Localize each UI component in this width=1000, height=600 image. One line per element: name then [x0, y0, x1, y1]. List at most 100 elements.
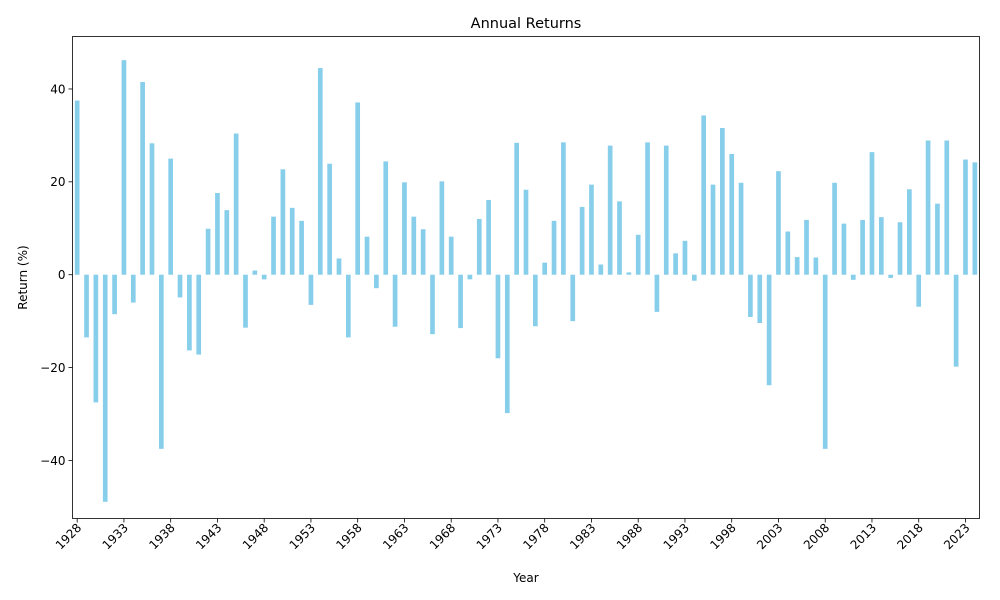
bar-1992	[673, 253, 678, 275]
bar-1996	[710, 184, 716, 275]
bar-2010	[841, 223, 847, 275]
bar-2021	[944, 140, 950, 275]
bar-1943	[215, 192, 220, 275]
bar-2003	[776, 171, 781, 275]
bar-1950	[280, 169, 286, 275]
bar-1934	[130, 274, 136, 303]
bar-1986	[617, 201, 622, 275]
bar-1931	[102, 274, 108, 502]
y-axis-label: Return (%)	[16, 245, 30, 309]
plot-frame	[72, 36, 980, 519]
bar-1983	[589, 184, 594, 275]
bar-2000	[748, 274, 753, 317]
bar-1973	[495, 274, 501, 359]
x-tick-label: 1988	[614, 521, 645, 552]
bar-1963	[402, 182, 407, 275]
bar-2006	[804, 219, 809, 275]
bar-2024	[972, 162, 978, 275]
x-tick-label: 1973	[474, 521, 505, 552]
bar-1998	[729, 153, 735, 275]
bar-1989	[645, 142, 650, 275]
bar-2004	[785, 231, 791, 275]
bar-1929	[84, 274, 89, 338]
bar-1971	[476, 218, 482, 275]
bar-1999	[738, 182, 744, 275]
bar-1980	[561, 142, 566, 275]
bar-1930	[93, 274, 99, 403]
bar-1982	[579, 206, 585, 275]
x-tick-label: 1928	[53, 521, 84, 552]
bar-2001	[757, 274, 763, 323]
bar-2023	[963, 159, 968, 275]
bar-1994	[691, 274, 697, 281]
x-tick-label: 2003	[754, 521, 785, 552]
bar-2022	[953, 274, 959, 367]
bar-1933	[121, 60, 127, 275]
x-axis-label: Year	[512, 571, 538, 585]
x-tick-label: 1993	[661, 521, 692, 552]
y-tick-label: −40	[40, 454, 65, 468]
bar-2013	[869, 152, 875, 275]
bar-1951	[289, 207, 295, 275]
bar-2005	[794, 257, 800, 275]
bar-1955	[327, 163, 332, 275]
y-axis: −40 −20 0 20 40	[40, 82, 73, 468]
bar-2016	[897, 222, 903, 275]
bar-series	[74, 60, 978, 502]
bar-1988	[635, 234, 641, 275]
bar-1966	[430, 274, 435, 335]
x-tick-label: 1948	[240, 521, 271, 552]
bar-1978	[542, 262, 548, 275]
bar-2015	[888, 274, 894, 278]
x-tick-label: 1978	[520, 521, 551, 552]
bar-1987	[626, 272, 632, 275]
x-tick-label: 1968	[427, 521, 458, 552]
bar-1940	[187, 274, 192, 351]
bar-1954	[317, 68, 323, 275]
bar-1956	[336, 258, 342, 275]
bar-2012	[860, 219, 865, 275]
y-tick-label: −20	[40, 361, 65, 375]
bar-1939	[177, 274, 183, 298]
bar-1981	[570, 274, 576, 322]
chart-title: Annual Returns	[471, 16, 582, 32]
bar-2008	[822, 274, 828, 449]
bar-1928	[74, 100, 80, 275]
x-tick-label: 2023	[941, 521, 972, 552]
bar-1991	[663, 145, 669, 275]
x-tick-label: 1943	[193, 521, 224, 552]
bar-1985	[607, 145, 613, 275]
bar-1959	[364, 236, 370, 275]
bar-1935	[140, 82, 145, 275]
x-tick-label: 1998	[707, 521, 738, 552]
bar-2018	[916, 274, 922, 307]
x-tick-label: 1963	[380, 521, 411, 552]
bar-1997	[720, 127, 725, 275]
bar-1948	[261, 274, 267, 280]
bar-1961	[383, 161, 389, 275]
bar-1975	[514, 142, 519, 275]
bar-1967	[439, 181, 445, 275]
x-tick-label: 1983	[567, 521, 598, 552]
y-tick-label: 40	[50, 82, 65, 96]
bar-1962	[392, 274, 398, 327]
bar-2014	[878, 217, 884, 275]
bar-1944	[224, 210, 230, 275]
bar-1970	[467, 274, 473, 280]
bar-1984	[598, 264, 604, 275]
x-tick-label: 2018	[894, 521, 925, 552]
bar-1958	[355, 102, 361, 275]
bar-1938	[168, 158, 174, 275]
bar-1942	[205, 228, 211, 275]
bar-1974	[504, 274, 510, 414]
bar-1977	[533, 274, 538, 327]
bar-2017	[907, 189, 912, 275]
y-tick-label: 0	[58, 268, 66, 282]
bar-1937	[158, 274, 164, 449]
bar-1976	[523, 189, 529, 275]
bar-1936	[149, 143, 155, 275]
x-tick-label: 1953	[287, 521, 318, 552]
bar-2009	[832, 182, 837, 275]
bar-1941	[196, 274, 202, 355]
